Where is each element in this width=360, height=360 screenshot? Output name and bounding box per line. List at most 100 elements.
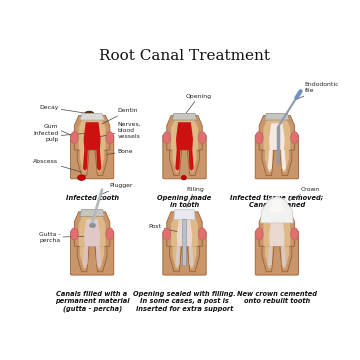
Polygon shape bbox=[77, 246, 89, 272]
Text: Infected tissue removed;
Canals cleaned: Infected tissue removed; Canals cleaned bbox=[230, 195, 324, 208]
Text: Bone: Bone bbox=[107, 149, 133, 154]
Text: Root Canal Treatment: Root Canal Treatment bbox=[99, 49, 270, 63]
Polygon shape bbox=[83, 246, 88, 267]
Polygon shape bbox=[96, 150, 104, 172]
Polygon shape bbox=[175, 150, 180, 171]
Ellipse shape bbox=[77, 175, 85, 180]
Polygon shape bbox=[269, 220, 285, 246]
Polygon shape bbox=[262, 150, 274, 175]
Text: Gum: Gum bbox=[44, 124, 75, 137]
Polygon shape bbox=[80, 150, 88, 172]
Polygon shape bbox=[265, 150, 273, 172]
Text: Endodontic
file: Endodontic file bbox=[297, 82, 339, 99]
Polygon shape bbox=[172, 113, 197, 120]
Polygon shape bbox=[189, 150, 194, 171]
Polygon shape bbox=[265, 246, 273, 268]
Polygon shape bbox=[96, 150, 101, 171]
Polygon shape bbox=[268, 150, 273, 171]
Text: Post: Post bbox=[148, 225, 184, 233]
Text: Plugger: Plugger bbox=[99, 184, 132, 195]
Polygon shape bbox=[171, 216, 198, 246]
Polygon shape bbox=[80, 113, 104, 120]
Ellipse shape bbox=[106, 228, 114, 240]
Polygon shape bbox=[84, 122, 100, 150]
Polygon shape bbox=[189, 246, 197, 268]
Polygon shape bbox=[281, 246, 289, 268]
Polygon shape bbox=[189, 246, 194, 267]
Ellipse shape bbox=[291, 228, 298, 240]
Polygon shape bbox=[280, 246, 292, 272]
Polygon shape bbox=[187, 150, 199, 175]
Polygon shape bbox=[261, 196, 293, 223]
Polygon shape bbox=[170, 246, 182, 272]
Polygon shape bbox=[174, 210, 195, 220]
Text: Filling: Filling bbox=[186, 187, 204, 207]
Text: Crown: Crown bbox=[289, 187, 320, 201]
Polygon shape bbox=[187, 246, 199, 272]
Polygon shape bbox=[96, 246, 101, 267]
Ellipse shape bbox=[198, 228, 206, 240]
Polygon shape bbox=[259, 116, 294, 150]
Polygon shape bbox=[77, 150, 89, 175]
Polygon shape bbox=[269, 123, 285, 150]
Polygon shape bbox=[176, 122, 193, 150]
Ellipse shape bbox=[198, 132, 206, 144]
Polygon shape bbox=[281, 150, 289, 172]
Polygon shape bbox=[264, 120, 291, 150]
Polygon shape bbox=[262, 246, 274, 272]
Polygon shape bbox=[281, 246, 286, 267]
Ellipse shape bbox=[181, 175, 186, 180]
Polygon shape bbox=[80, 210, 104, 216]
FancyBboxPatch shape bbox=[255, 135, 298, 179]
Ellipse shape bbox=[163, 228, 171, 240]
FancyBboxPatch shape bbox=[71, 135, 114, 179]
FancyBboxPatch shape bbox=[163, 135, 206, 179]
Text: Opening sealed with filling.
In some cases, a post is
inserted for extra support: Opening sealed with filling. In some cas… bbox=[133, 291, 236, 311]
Polygon shape bbox=[95, 246, 107, 272]
Text: Abscess: Abscess bbox=[33, 159, 81, 172]
Polygon shape bbox=[75, 116, 110, 150]
Polygon shape bbox=[75, 212, 110, 246]
Polygon shape bbox=[170, 150, 182, 175]
Text: Canals filled with a
permanent material
(gutta - percha): Canals filled with a permanent material … bbox=[55, 291, 129, 312]
Polygon shape bbox=[78, 216, 105, 246]
Polygon shape bbox=[96, 246, 100, 267]
FancyBboxPatch shape bbox=[183, 219, 186, 265]
Polygon shape bbox=[95, 150, 107, 175]
Polygon shape bbox=[84, 221, 100, 246]
Text: Infected tooth: Infected tooth bbox=[66, 195, 119, 201]
Ellipse shape bbox=[71, 132, 78, 144]
Polygon shape bbox=[264, 216, 291, 246]
Ellipse shape bbox=[163, 132, 171, 144]
Polygon shape bbox=[83, 150, 88, 171]
Polygon shape bbox=[175, 246, 180, 267]
Polygon shape bbox=[189, 150, 197, 172]
Ellipse shape bbox=[255, 132, 263, 144]
Polygon shape bbox=[171, 120, 198, 150]
Text: Nerves,
blood
vessels: Nerves, blood vessels bbox=[100, 122, 141, 139]
Polygon shape bbox=[78, 120, 105, 150]
Polygon shape bbox=[96, 246, 104, 268]
Text: New crown cemented
onto rebuilt tooth: New crown cemented onto rebuilt tooth bbox=[237, 291, 317, 304]
Polygon shape bbox=[268, 246, 273, 267]
Ellipse shape bbox=[255, 228, 263, 240]
Text: Dentin: Dentin bbox=[102, 108, 138, 124]
Ellipse shape bbox=[106, 132, 114, 144]
Polygon shape bbox=[172, 246, 180, 268]
Polygon shape bbox=[259, 212, 294, 246]
Text: Gutta -
percha: Gutta - percha bbox=[39, 232, 88, 243]
Polygon shape bbox=[167, 212, 202, 246]
Polygon shape bbox=[84, 220, 100, 246]
Ellipse shape bbox=[84, 111, 94, 118]
Ellipse shape bbox=[291, 132, 298, 144]
FancyBboxPatch shape bbox=[163, 231, 206, 275]
Polygon shape bbox=[167, 116, 202, 150]
Text: Opening: Opening bbox=[186, 94, 212, 113]
Polygon shape bbox=[270, 200, 284, 212]
Text: Opening made
in tooth: Opening made in tooth bbox=[157, 195, 212, 208]
Polygon shape bbox=[265, 113, 289, 120]
Ellipse shape bbox=[71, 228, 78, 240]
Polygon shape bbox=[80, 246, 88, 268]
Text: Decay: Decay bbox=[39, 105, 90, 114]
FancyBboxPatch shape bbox=[71, 231, 114, 275]
